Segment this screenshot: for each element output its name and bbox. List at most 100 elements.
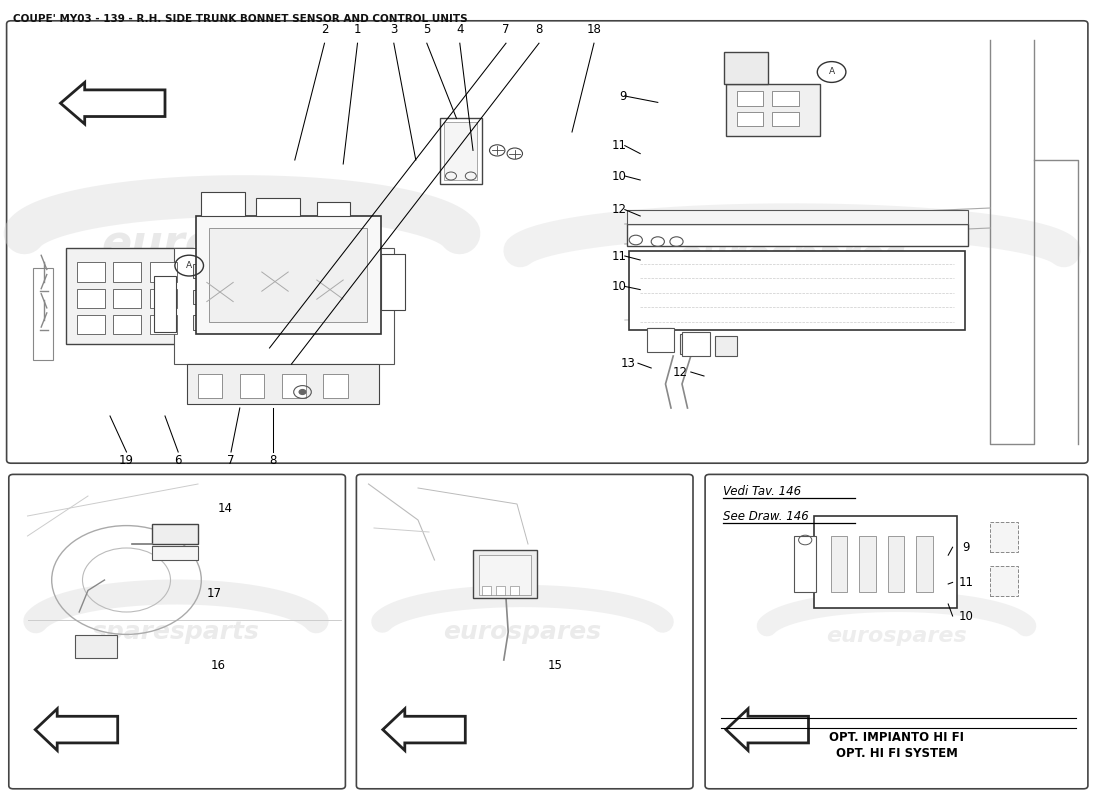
FancyBboxPatch shape (705, 474, 1088, 789)
Text: 8: 8 (270, 454, 276, 466)
Bar (240, 374, 264, 398)
Text: eurospares: eurospares (678, 239, 906, 273)
Bar (859, 536, 876, 592)
Bar (724, 52, 768, 84)
Bar (916, 536, 933, 592)
Text: sparesparts: sparesparts (92, 620, 260, 644)
Text: 9: 9 (619, 90, 627, 102)
Text: 18: 18 (586, 23, 602, 36)
Bar (192, 315, 212, 330)
Bar (482, 586, 491, 595)
Text: 8: 8 (536, 23, 542, 36)
Text: 2: 2 (321, 23, 328, 36)
Bar (282, 374, 306, 398)
Bar (66, 248, 192, 344)
Text: See Draw. 146: See Draw. 146 (723, 510, 808, 523)
Bar (794, 536, 816, 592)
FancyBboxPatch shape (9, 474, 345, 789)
Bar (680, 334, 702, 354)
Text: 17: 17 (207, 587, 222, 600)
Text: 15: 15 (548, 659, 563, 672)
Text: 4: 4 (456, 23, 463, 36)
Text: 7: 7 (503, 23, 509, 36)
Text: A: A (186, 261, 192, 270)
Text: 9: 9 (962, 541, 969, 554)
FancyBboxPatch shape (356, 474, 693, 789)
Bar (317, 202, 350, 216)
Bar (113, 262, 141, 282)
Bar (256, 198, 300, 216)
Bar (113, 315, 141, 334)
Bar (496, 586, 505, 595)
Text: 12: 12 (672, 366, 688, 378)
Bar (33, 268, 53, 360)
Bar (150, 262, 177, 282)
Bar (77, 289, 104, 308)
Bar (737, 91, 763, 106)
Bar (192, 264, 212, 278)
Bar (323, 374, 348, 398)
Text: COUPE' MY03 - 139 - R.H. SIDE TRUNK BONNET SENSOR AND CONTROL UNITS: COUPE' MY03 - 139 - R.H. SIDE TRUNK BONN… (13, 14, 467, 24)
Bar (772, 91, 799, 106)
Bar (888, 536, 904, 592)
Text: eurospares: eurospares (826, 626, 967, 646)
Bar (627, 224, 968, 246)
Bar (629, 251, 965, 330)
Text: 12: 12 (612, 203, 627, 216)
Text: OPT. IMPIANTO HI FI: OPT. IMPIANTO HI FI (829, 731, 964, 744)
Bar (77, 262, 104, 282)
Bar (647, 328, 674, 352)
Bar (737, 112, 763, 126)
Bar (196, 216, 381, 334)
Bar (990, 522, 1018, 552)
Bar (75, 635, 117, 658)
Bar (77, 315, 104, 334)
Text: 10: 10 (612, 280, 627, 293)
Text: OPT. HI FI SYSTEM: OPT. HI FI SYSTEM (836, 747, 957, 760)
Text: 11: 11 (612, 250, 627, 262)
Text: 19: 19 (119, 454, 134, 466)
Bar (473, 550, 537, 598)
Bar (152, 524, 198, 544)
Text: 1: 1 (354, 23, 361, 36)
Text: eurospares: eurospares (101, 222, 383, 266)
Text: 10: 10 (958, 610, 974, 622)
FancyBboxPatch shape (7, 21, 1088, 463)
Bar (726, 84, 820, 136)
Bar (154, 276, 176, 332)
Bar (627, 210, 968, 224)
Text: 13: 13 (620, 357, 636, 370)
Bar (478, 555, 531, 595)
Text: 16: 16 (210, 659, 225, 672)
Text: 3: 3 (390, 23, 397, 36)
Bar (715, 336, 737, 356)
Text: Vedi Tav. 146: Vedi Tav. 146 (723, 485, 801, 498)
Bar (152, 546, 198, 560)
Bar (113, 289, 141, 308)
Text: eurospares: eurospares (443, 620, 602, 644)
Text: A: A (828, 67, 835, 77)
Text: 11: 11 (958, 576, 974, 589)
Bar (201, 192, 245, 216)
Circle shape (299, 390, 306, 394)
Bar (444, 122, 477, 180)
Text: 5: 5 (424, 23, 430, 36)
Bar (830, 536, 847, 592)
Bar (510, 586, 519, 595)
Bar (192, 290, 212, 304)
Bar (990, 566, 1018, 596)
Bar (174, 248, 394, 364)
Bar (187, 364, 379, 404)
Text: 11: 11 (612, 139, 627, 152)
Text: 6: 6 (175, 454, 182, 466)
Bar (772, 112, 799, 126)
Bar (150, 315, 177, 334)
Bar (814, 516, 957, 608)
Bar (440, 118, 482, 184)
Bar (150, 289, 177, 308)
Bar (198, 374, 222, 398)
Text: 14: 14 (218, 502, 233, 514)
Bar (649, 328, 671, 348)
Bar (682, 332, 710, 356)
Text: 10: 10 (612, 170, 627, 182)
